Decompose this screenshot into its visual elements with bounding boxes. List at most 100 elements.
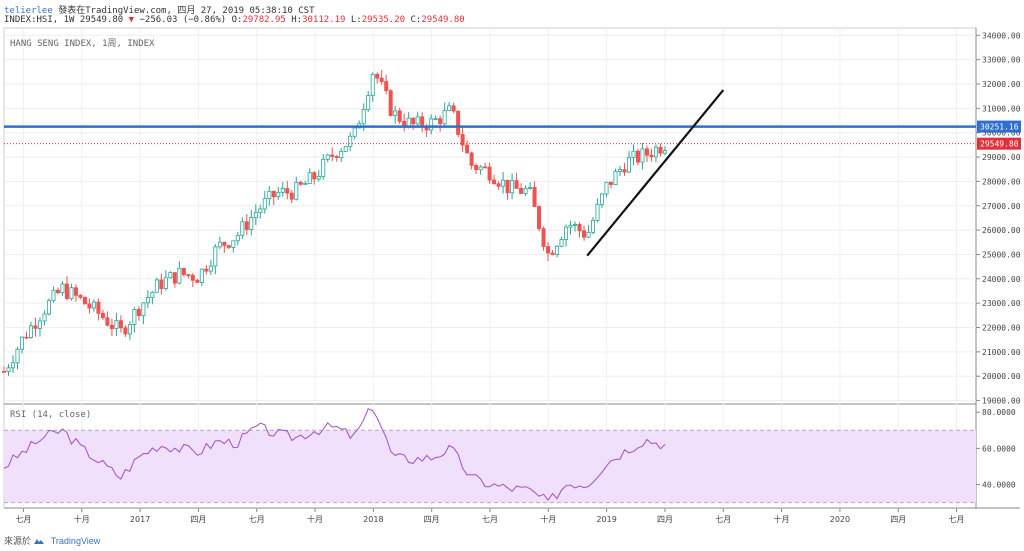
candle-body [626,157,631,173]
candle-body [60,283,65,294]
candle-body [505,179,510,194]
candle-body [523,188,528,194]
price-tick-label: 29000.00 [982,153,1021,162]
price-tick-label: 23000.00 [982,299,1021,308]
time-tick-label: 2019 [596,515,616,524]
candle-body [577,224,582,232]
time-tick-label: 十月 [307,514,323,524]
candle-body [411,117,416,125]
candle-body [635,150,640,163]
candle-body [262,198,267,210]
candle-body [186,274,191,277]
candle-body [10,362,15,369]
candle-body [222,241,227,246]
candle-body [258,208,263,213]
candle-body [397,110,402,122]
axes: 19000.00 20000.00 21000.00 22000.00 23000.00… [15,31,1020,524]
time-tick-label: 十月 [774,514,790,524]
time-tick-label: 四月 [424,515,440,524]
rsi-levels [4,429,976,504]
footer-brand[interactable]: TradingView [50,536,101,546]
candle-body [163,277,168,290]
time-tick-label: 四月 [890,515,906,524]
trend-line[interactable] [586,89,725,257]
rsi-tick-label: 60.0000 [982,444,1016,453]
price-tick-label: 22000.00 [982,324,1021,333]
price-tick-label: 32000.00 [982,80,1021,89]
candle-body [622,169,627,173]
candle-body [199,268,204,283]
candle-body [46,300,51,315]
footer-prefix: 來源於 [4,537,32,547]
candle-body [640,148,645,163]
candle-body [91,301,96,309]
price-tick-label: 33000.00 [982,56,1021,65]
candle-body [19,336,24,350]
candle-body [361,109,366,125]
candle-body [541,228,546,247]
candle-body [483,166,488,169]
candle-body [343,146,348,152]
candle-body [195,279,200,283]
candle-body [591,220,596,233]
candle-body [528,186,533,189]
price-tick-label: 31000.00 [982,104,1021,113]
candle-body [478,166,483,171]
author-link[interactable]: telierlee [4,6,53,16]
time-tick-label: 七月 [715,515,731,524]
symbol-label: INDEX:HSI, 1W [4,15,75,25]
candle-body [316,176,321,180]
footer: 來源於 TradingView [4,534,100,547]
candle-body [64,283,69,300]
candle-body [451,105,456,112]
candle-body [564,226,569,240]
time-tick-label: 七月 [15,515,31,524]
candle-body [69,287,74,300]
candle-body [253,212,258,218]
candle-body [537,206,542,230]
candle-body [550,252,555,255]
candle-body [631,150,636,158]
candle-body [348,135,353,148]
candle-body [114,320,119,330]
price-tick-label: 24000.00 [982,275,1021,284]
rsi-line [3,408,666,501]
price-badges: 30251.16 29549.80 [977,120,1021,150]
candle-body [127,324,132,335]
price-tick-label: 21000.00 [982,348,1021,357]
candle-body [384,81,389,92]
candle-body [100,312,105,319]
candle-body [514,180,519,189]
time-tick-label: 2020 [830,515,850,524]
candle-body [177,267,182,284]
candle-body [366,95,371,111]
candle-body [226,245,231,248]
candle-body [150,291,155,298]
candle-body [123,327,128,335]
candle-body [433,118,438,121]
candle-body [559,239,564,247]
candle-body [447,105,452,111]
candle-body [613,170,618,185]
last-price-badge [977,137,1021,150]
high-label: H: [291,15,303,25]
candle-body [429,118,434,131]
candle-body [154,279,159,293]
candle-body [568,224,573,228]
candle-body [586,231,591,238]
candle-body [658,146,663,154]
candle-body [334,156,339,158]
candle-body [82,296,87,305]
candle-body [303,183,308,185]
candle-body [267,190,272,200]
candle-body [406,117,411,127]
candle-body [649,154,654,158]
candle-body [213,246,218,267]
candle-body [294,181,299,200]
candle-body [312,172,317,180]
open-label: O: [231,15,243,25]
candle-body [78,294,83,298]
candle-body [492,179,497,185]
price-tick-label: 30000.00 [982,129,1021,138]
